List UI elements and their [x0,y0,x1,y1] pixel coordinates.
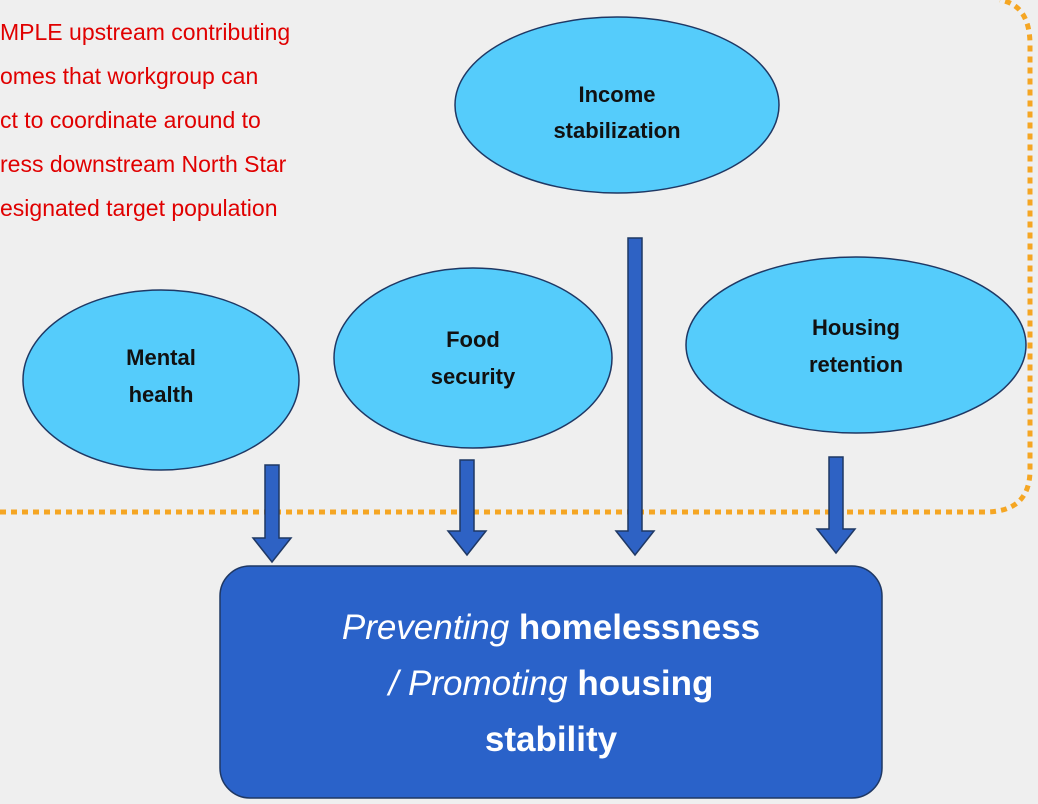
node-ellipse [333,267,613,449]
arrows [251,237,857,564]
node-label: Mental [126,345,196,370]
node-ellipse [685,256,1027,434]
node-label: Income [578,82,655,107]
note-text: esignated target population [0,195,278,221]
node-label: security [431,364,516,389]
node-label: Food [446,327,500,352]
outcome-line: stability [220,712,882,768]
node-label: Housing [812,315,900,340]
text: Preventing [341,608,510,647]
text: homelessness [518,608,761,647]
text: Promoting [408,664,568,703]
node-label: retention [809,352,903,377]
arrow [446,459,488,557]
boundary-dotted [0,0,1033,515]
text: / [388,664,399,703]
node-label: stabilization [553,118,680,143]
note-text: omes that workgroup can [0,63,258,89]
text: stability [484,720,618,759]
arrow [815,456,857,555]
node-ellipse [454,16,780,194]
outcome-box [219,565,883,799]
outcome-line: / Promoting housing [220,656,882,712]
note-text: ress downstream North Star [0,151,287,177]
node-label: health [129,382,194,407]
outcome-line: Preventing homelessness [220,600,882,656]
note-text: MPLE upstream contributing [0,19,290,45]
outcome-text: Preventing homelessness / Promoting hous… [220,600,882,768]
node-ellipse [22,289,300,471]
arrow [251,464,293,564]
text: housing [577,664,714,703]
arrow [614,237,656,557]
note-text: ct to coordinate around to [0,107,261,133]
